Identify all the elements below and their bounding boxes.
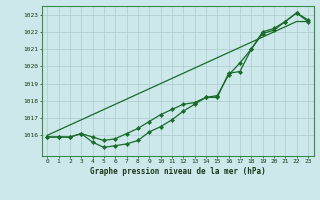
- X-axis label: Graphe pression niveau de la mer (hPa): Graphe pression niveau de la mer (hPa): [90, 167, 266, 176]
